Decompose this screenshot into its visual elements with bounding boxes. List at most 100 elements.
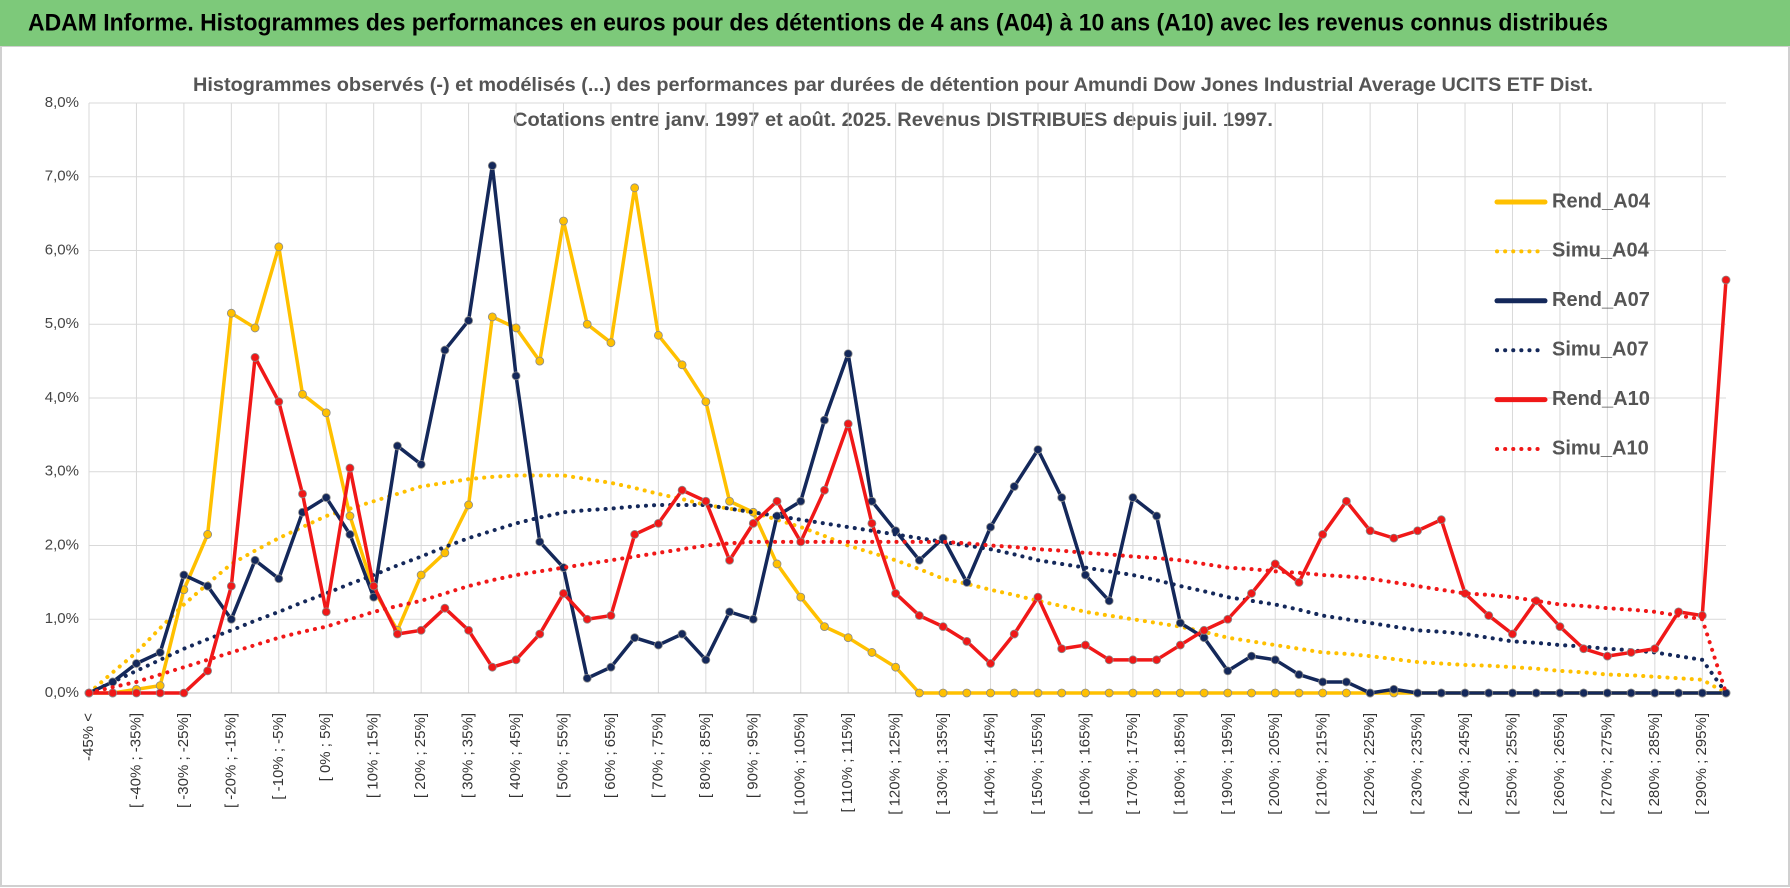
x-tick-label: [ 160% ; 165%] bbox=[1076, 713, 1093, 815]
x-tick-label: [ 190% ; 195%] bbox=[1219, 713, 1236, 815]
x-tick-label: [ 130% ; 135%] bbox=[934, 713, 951, 815]
point bbox=[321, 493, 331, 502]
point bbox=[1697, 688, 1707, 698]
point bbox=[1009, 629, 1019, 639]
point bbox=[962, 577, 972, 587]
point bbox=[274, 397, 284, 407]
point bbox=[1579, 688, 1589, 698]
point bbox=[1294, 670, 1304, 679]
point bbox=[820, 485, 829, 495]
y-tick-label: 6,0% bbox=[45, 241, 79, 258]
x-tick-label: [ 260% ; 265%] bbox=[1551, 713, 1568, 815]
point bbox=[369, 581, 379, 591]
model-line bbox=[87, 502, 1728, 695]
point bbox=[393, 441, 402, 451]
point bbox=[1223, 666, 1233, 676]
y-tick-label: 8,0% bbox=[45, 94, 79, 111]
point bbox=[132, 688, 141, 698]
point bbox=[843, 633, 853, 643]
point bbox=[440, 603, 450, 613]
point bbox=[653, 640, 663, 650]
point bbox=[1104, 596, 1114, 606]
point bbox=[1152, 511, 1162, 521]
point bbox=[250, 555, 260, 565]
point bbox=[1365, 526, 1375, 536]
y-tick-label: 4,0% bbox=[45, 389, 79, 406]
point bbox=[1342, 677, 1351, 687]
x-tick-label: [ -10% ; -5%] bbox=[270, 713, 287, 800]
point bbox=[179, 688, 189, 698]
y-tick-label: 5,0% bbox=[45, 315, 79, 332]
x-tick-label: [ 250% ; 255%] bbox=[1503, 713, 1520, 815]
point bbox=[487, 662, 497, 672]
point bbox=[867, 648, 877, 657]
point bbox=[1081, 640, 1090, 650]
point bbox=[1247, 651, 1256, 661]
point bbox=[535, 629, 545, 639]
point bbox=[1175, 688, 1185, 698]
legend-label: Simu_A04 bbox=[1552, 240, 1650, 262]
point bbox=[1531, 688, 1541, 698]
x-tick-label: [ 100% ; 105%] bbox=[792, 713, 809, 815]
point bbox=[250, 353, 260, 362]
point bbox=[203, 666, 213, 676]
x-tick-label: [ 220% ; 225%] bbox=[1361, 713, 1378, 815]
point bbox=[1365, 688, 1375, 698]
x-tick-label: [ 30% ; 35%] bbox=[460, 713, 477, 798]
chart-subtitle: Cotations entre janv. 1997 et août. 2025… bbox=[513, 110, 1273, 131]
point bbox=[487, 161, 497, 171]
point bbox=[1152, 688, 1162, 698]
point bbox=[1413, 688, 1422, 698]
point bbox=[226, 581, 236, 591]
point bbox=[914, 611, 924, 620]
observed-line bbox=[87, 278, 1728, 695]
point bbox=[962, 688, 972, 698]
point bbox=[725, 496, 734, 506]
point bbox=[1128, 688, 1138, 698]
point bbox=[796, 496, 806, 506]
chart-frame bbox=[0, 45, 1790, 887]
point bbox=[1009, 482, 1019, 491]
point bbox=[1270, 559, 1280, 569]
x-tick-label: [ 120% ; 125%] bbox=[887, 713, 904, 815]
point bbox=[701, 496, 711, 506]
point bbox=[1270, 655, 1280, 665]
point bbox=[1508, 629, 1517, 639]
point bbox=[1033, 445, 1043, 455]
point bbox=[298, 389, 307, 399]
point bbox=[1460, 688, 1470, 698]
point bbox=[772, 559, 782, 569]
point bbox=[843, 419, 853, 429]
point bbox=[1650, 688, 1660, 698]
point bbox=[155, 681, 165, 691]
point bbox=[1484, 688, 1494, 698]
point bbox=[345, 463, 355, 473]
point bbox=[416, 625, 426, 635]
x-tick-label: [ 240% ; 245%] bbox=[1456, 713, 1473, 815]
point bbox=[535, 537, 545, 547]
point bbox=[440, 345, 450, 355]
point bbox=[1389, 684, 1399, 694]
point bbox=[155, 688, 165, 698]
observed-line bbox=[87, 163, 1728, 695]
point bbox=[1057, 688, 1067, 698]
x-tick-label: [ 170% ; 175%] bbox=[1124, 713, 1141, 815]
x-tick-label: [ 10% ; 15%] bbox=[365, 713, 382, 798]
point bbox=[1602, 651, 1612, 661]
point bbox=[701, 655, 711, 665]
header-bar bbox=[0, 0, 1790, 46]
point bbox=[1484, 611, 1494, 620]
point bbox=[630, 530, 640, 539]
point bbox=[274, 574, 284, 584]
point bbox=[630, 183, 640, 193]
x-tick-label: [ 50% ; 55%] bbox=[554, 713, 571, 798]
point bbox=[1128, 655, 1138, 665]
point bbox=[203, 530, 213, 539]
point bbox=[582, 673, 592, 683]
point bbox=[535, 356, 545, 366]
point bbox=[820, 622, 829, 632]
point bbox=[677, 360, 687, 370]
x-tick-label: [ 70% ; 75%] bbox=[649, 713, 666, 798]
point bbox=[155, 648, 165, 657]
point bbox=[1057, 493, 1067, 502]
